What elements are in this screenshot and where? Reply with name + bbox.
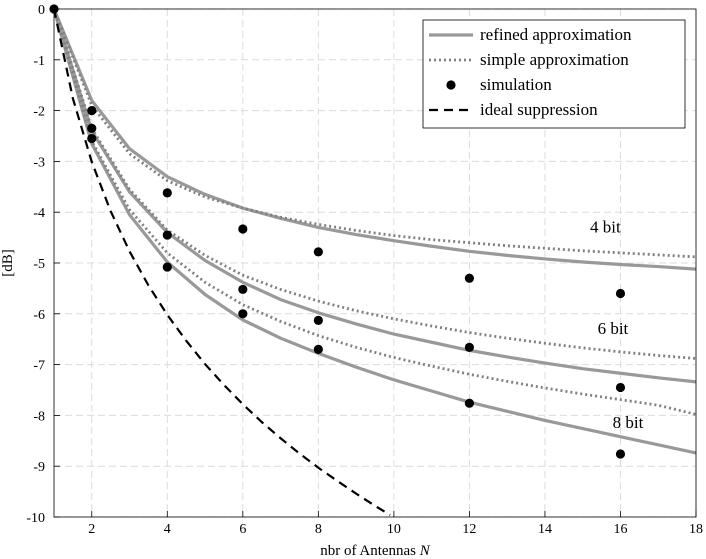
y-tick-label: 0	[38, 3, 45, 18]
x-tick-label: 2	[88, 522, 95, 537]
simulation-point	[87, 123, 97, 133]
y-tick-label: -2	[33, 105, 45, 120]
y-tick-label: -9	[33, 460, 45, 475]
legend-label: refined approximation	[480, 25, 632, 44]
simulation-markers	[49, 4, 626, 459]
x-tick-label: 10	[387, 522, 401, 537]
simple-approximation-line	[54, 9, 696, 416]
bit-annotation: 4 bit	[590, 218, 621, 237]
y-tick-label: -8	[33, 409, 45, 424]
axis-ticks: 2 4 6 8 10 12 14 16 18 0 -1 -2 -3 -4 -5 -6 -7 -8 -9 -10	[26, 3, 703, 537]
simulation-point	[238, 224, 248, 234]
simulation-point	[238, 309, 248, 319]
legend: refined approximation simple approximatio…	[422, 19, 686, 129]
refined-approximation-line	[54, 9, 696, 271]
legend-label: simple approximation	[480, 50, 629, 69]
simulation-point	[162, 262, 172, 272]
refined-approximation-line	[54, 9, 696, 455]
y-tick-label: -6	[33, 308, 45, 323]
x-tick-label: 14	[538, 522, 552, 537]
simulation-point	[464, 273, 475, 283]
x-tick-label: 12	[462, 522, 476, 537]
simulation-point	[162, 230, 172, 240]
x-tick-label: 8	[315, 522, 322, 537]
refined-approximation-line	[54, 9, 696, 384]
simulation-point	[615, 288, 626, 299]
y-tick-label: -10	[26, 511, 45, 526]
x-tick-label: 16	[613, 522, 627, 537]
y-tick-label: -4	[33, 206, 45, 221]
y-tick-label: -5	[33, 257, 45, 272]
series-layer	[54, 9, 696, 516]
y-tick-label: -1	[33, 54, 45, 69]
simulation-point	[615, 449, 626, 459]
simulation-point	[162, 188, 172, 198]
simulation-point	[313, 344, 323, 354]
bit-annotation: 6 bit	[598, 319, 629, 338]
ideal-suppression-line	[54, 9, 391, 516]
legend-swatch-simulation	[446, 80, 456, 90]
annotations: 4 bit 6 bit 8 bit	[590, 218, 644, 433]
simulation-point	[87, 106, 97, 116]
x-tick-label: 18	[689, 522, 703, 537]
bit-annotation: 8 bit	[613, 413, 644, 432]
simulation-point	[238, 284, 248, 295]
y-tick-label: -7	[33, 359, 45, 374]
legend-label: simulation	[480, 75, 552, 94]
y-tick-label: -3	[33, 155, 45, 170]
simulation-point	[464, 342, 475, 352]
simulation-point	[313, 247, 323, 257]
simulation-point	[87, 133, 97, 144]
simulation-point	[615, 382, 626, 393]
x-tick-label: 4	[164, 522, 171, 537]
y-axis-label: [dB]	[0, 249, 16, 277]
simulation-point	[313, 315, 323, 326]
legend-label: ideal suppression	[480, 100, 598, 119]
simple-approximation-line	[54, 9, 696, 259]
x-axis-label: nbr of Antennas N	[320, 543, 431, 559]
simple-approximation-line	[54, 9, 696, 360]
x-tick-label: 6	[239, 522, 246, 537]
simulation-point	[464, 398, 475, 408]
